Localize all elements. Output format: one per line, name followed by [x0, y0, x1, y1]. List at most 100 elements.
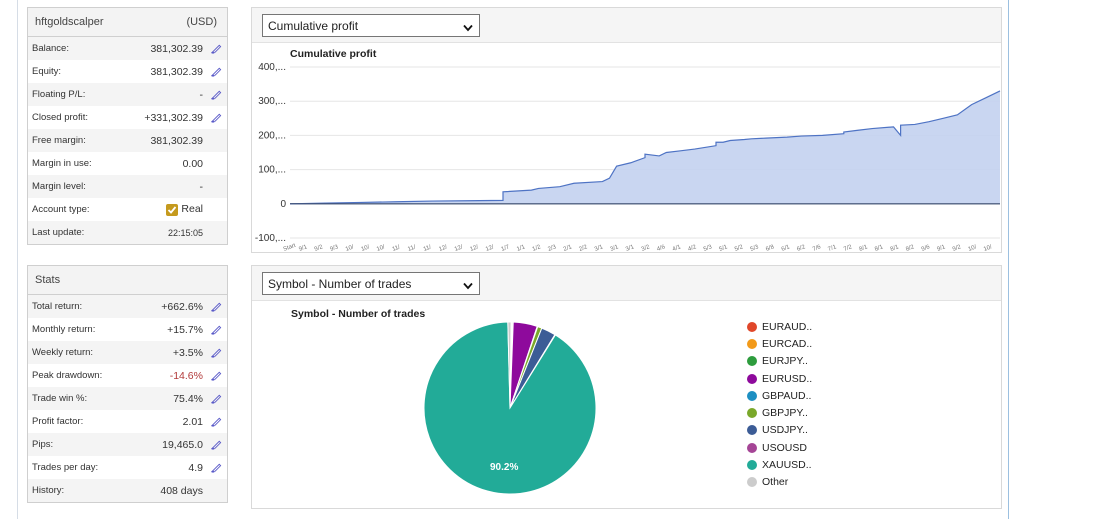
x-tick-label: 12/ — [485, 244, 495, 253]
legend-item[interactable]: GBPJPY.. — [747, 404, 812, 421]
edit-pencil-icon[interactable] — [208, 416, 224, 428]
legend-item[interactable]: EURJPY.. — [747, 353, 812, 370]
stats-row: Peak drawdown: -14.6% — [28, 364, 227, 387]
edit-pencil-icon[interactable] — [208, 462, 224, 474]
x-tick-label: 4/2 — [687, 244, 698, 253]
legend-swatch-icon — [747, 356, 757, 367]
edit-pencil-icon[interactable] — [208, 370, 224, 382]
x-tick-label: Start — [283, 243, 297, 253]
profit-chart-toolbar: Cumulative profit — [252, 8, 1001, 43]
x-tick-label: 10/ — [345, 244, 355, 253]
account-panel: hftgoldscalper (USD) Balance: 381,302.39 E… — [27, 7, 228, 245]
account-value: 0.00 — [182, 157, 203, 170]
account-label: Free margin: — [32, 135, 86, 146]
x-tick-label: 4/6 — [656, 244, 667, 253]
chart-type-select[interactable]: Cumulative profit — [262, 14, 480, 37]
profit-line — [289, 90, 1001, 205]
chart-type-select-value: Cumulative profit — [268, 18, 359, 33]
x-tick-label: 11/ — [392, 244, 402, 252]
legend-item[interactable]: USDJPY.. — [747, 422, 812, 439]
legend-item[interactable]: Other — [747, 474, 812, 491]
account-name[interactable]: hftgoldscalper — [35, 16, 104, 28]
legend-swatch-icon — [747, 425, 757, 436]
legend-item[interactable]: XAUUSD.. — [747, 456, 812, 473]
profit-chart-panel: Cumulative profit Cumulative profit 400,… — [251, 7, 1002, 253]
stats-label: Total return: — [32, 301, 83, 312]
edit-pencil-icon[interactable] — [208, 112, 224, 124]
account-row: Margin in use: 0.00 — [28, 152, 227, 175]
account-label: Balance: — [32, 43, 69, 54]
page-left-border — [17, 0, 18, 519]
legend-item[interactable]: GBPAUD.. — [747, 387, 812, 404]
account-panel-header: hftgoldscalper (USD) — [28, 8, 227, 37]
stats-label: Trade win %: — [32, 393, 88, 404]
x-tick-label: 4/1 — [672, 244, 683, 253]
legend-item[interactable]: EURCAD.. — [747, 335, 812, 352]
stats-panel-header: Stats — [28, 266, 227, 295]
stats-row: Trades per day: 4.9 — [28, 456, 227, 479]
edit-pencil-icon[interactable] — [208, 393, 224, 405]
stats-value: -14.6% — [169, 369, 203, 382]
x-tick-label: 1/7 — [501, 244, 512, 253]
symbol-chart-select[interactable]: Symbol - Number of trades — [262, 272, 480, 295]
x-tick-label: 1/1 — [516, 244, 527, 253]
account-type-value: Real — [181, 203, 203, 216]
y-tick-label: 100,... — [258, 165, 286, 176]
x-tick-label: 5/3 — [750, 244, 761, 253]
legend-item[interactable]: USOUSD — [747, 439, 812, 456]
stats-row: Weekly return: +3.5% — [28, 341, 227, 364]
edit-pencil-icon[interactable] — [208, 301, 224, 313]
x-tick-label: 8/1 — [874, 244, 885, 253]
legend-label: GBPJPY.. — [762, 407, 808, 420]
pie-slice[interactable] — [423, 321, 597, 495]
stats-row: Profit factor: 2.01 — [28, 410, 227, 433]
legend-swatch-icon — [747, 442, 757, 453]
x-tick-label: 2/1 — [563, 244, 574, 253]
pie-legend: EURAUD.. EURCAD.. EURJPY.. EURUSD.. GBPAUD..… — [747, 318, 812, 491]
edit-pencil-icon[interactable] — [208, 347, 224, 359]
legend-item[interactable]: EURUSD.. — [747, 370, 812, 387]
x-tick-label: 2/2 — [578, 244, 589, 253]
x-tick-label: 2/3 — [547, 244, 558, 253]
profit-chart-title: Cumulative profit — [290, 48, 377, 60]
x-tick-label: 10/ — [376, 244, 386, 253]
legend-swatch-icon — [747, 408, 757, 419]
x-tick-label: 10/ — [968, 244, 978, 253]
x-tick-label: 9/2 — [314, 244, 325, 253]
edit-pencil-icon[interactable] — [208, 89, 224, 101]
edit-pencil-icon[interactable] — [208, 324, 224, 336]
account-value: +331,302.39 — [144, 111, 203, 124]
stats-panel: Stats Total return: +662.6% Monthly return… — [27, 265, 228, 503]
x-tick-label: 10/ — [360, 244, 370, 253]
account-label: Margin in use: — [32, 158, 92, 169]
stats-value: 408 days — [160, 484, 203, 497]
account-label: Margin level: — [32, 181, 86, 192]
account-rows: Balance: 381,302.39 Equity: 381,302.39 Float… — [28, 37, 227, 244]
edit-pencil-icon[interactable] — [208, 43, 224, 55]
stats-label: Pips: — [32, 439, 54, 450]
account-row: Balance: 381,302.39 — [28, 37, 227, 60]
edit-pencil-icon[interactable] — [208, 439, 224, 451]
account-row: Floating P/L: - — [28, 83, 227, 106]
x-tick-label: 1/2 — [532, 244, 543, 253]
x-tick-label: 7/1 — [827, 244, 838, 253]
account-currency: (USD) — [186, 16, 217, 28]
cumulative-profit-chart: 400,... 300,... 200,... 100,... 0 -100,...Sta… — [255, 62, 1001, 253]
x-tick-label: 6/1 — [781, 244, 792, 253]
stats-value: 75.4% — [173, 392, 203, 405]
pie-slice[interactable] — [507, 321, 512, 409]
account-value: 381,302.39 — [150, 42, 203, 55]
legend-item[interactable]: EURAUD.. — [747, 318, 812, 335]
stats-value: 2.01 — [182, 415, 203, 428]
x-tick-label: 9/3 — [329, 244, 340, 253]
x-tick-label: 3/1 — [610, 244, 621, 253]
edit-pencil-icon[interactable] — [208, 66, 224, 78]
account-row: Closed profit: +331,302.39 — [28, 106, 227, 129]
y-tick-label: 400,... — [258, 62, 286, 73]
x-tick-label: 8/1 — [890, 244, 901, 253]
x-tick-label: 12/ — [454, 244, 464, 253]
stats-value: +662.6% — [161, 300, 203, 313]
account-value: Real — [166, 203, 203, 216]
legend-swatch-icon — [747, 373, 757, 384]
symbol-chart-toolbar: Symbol - Number of trades — [252, 266, 1001, 301]
